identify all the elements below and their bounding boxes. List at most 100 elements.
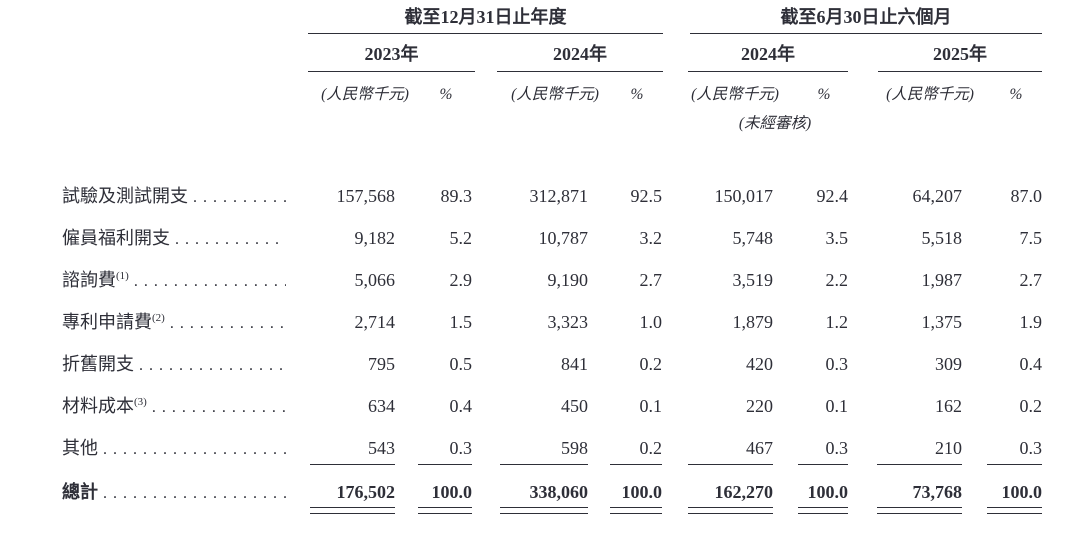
period-group-title-annual: 截至12月31日止年度 [404, 7, 567, 27]
subheader-currency: (人民幣千元) [886, 86, 974, 103]
total-pct-h1-2024: 100.0 [807, 482, 849, 502]
subheader-percent: % [817, 86, 831, 103]
total-double-rule [987, 507, 1042, 514]
row-label: 折舊開支....................................… [62, 344, 288, 385]
total-double-rule [877, 507, 962, 514]
cell-amount-h1-2024: 150,017 [714, 186, 774, 206]
row-label: 其他......................................… [62, 428, 288, 469]
cell-pct-h1-2025: 7.5 [1019, 228, 1043, 248]
subheader-currency: (人民幣千元) [691, 86, 779, 103]
subtotal-rule [987, 464, 1042, 465]
cell-amount-fy2024: 10,787 [538, 228, 589, 248]
cell-pct-fy2024: 3.2 [639, 228, 663, 248]
cell-pct-fy2024: 2.7 [639, 270, 663, 290]
dot-leader: ........................................… [133, 273, 286, 290]
year-rule-2023 [308, 71, 475, 72]
cell-amount-h1-2025: 1,987 [921, 270, 963, 290]
dot-leader: ........................................… [103, 485, 286, 502]
cell-pct-h1-2025: 0.4 [1019, 354, 1043, 374]
dot-leader: ........................................… [169, 315, 286, 332]
total-double-rule [688, 507, 773, 514]
table-row: 折舊開支....................................… [0, 344, 1080, 385]
table-row: 僱員福利開支..................................… [0, 218, 1080, 259]
total-amount-fy2024: 338,060 [529, 482, 589, 502]
cell-amount-fy2024: 598 [561, 438, 588, 458]
cell-pct-fy2023: 0.4 [449, 396, 473, 416]
subheader-percent: % [439, 86, 453, 103]
cell-amount-h1-2024: 220 [746, 396, 773, 416]
subtotal-rule [500, 464, 588, 465]
cell-amount-fy2023: 795 [368, 354, 395, 374]
dot-leader: ........................................… [151, 399, 286, 416]
cell-pct-h1-2024: 0.3 [825, 438, 849, 458]
cell-amount-h1-2025: 162 [935, 396, 962, 416]
total-amount-fy2023: 176,502 [336, 482, 396, 502]
cell-pct-h1-2024: 2.2 [825, 270, 849, 290]
subtotal-rule [310, 464, 395, 465]
dot-leader: ........................................… [193, 189, 286, 206]
total-label: 總計......................................… [62, 472, 288, 513]
cell-amount-fy2023: 2,714 [354, 312, 396, 332]
cell-amount-h1-2024: 5,748 [732, 228, 774, 248]
subtotal-rule [877, 464, 962, 465]
cell-pct-fy2024: 0.2 [639, 354, 663, 374]
cell-pct-h1-2025: 2.7 [1019, 270, 1043, 290]
cell-pct-h1-2025: 87.0 [1010, 186, 1043, 206]
total-pct-h1-2025: 100.0 [1001, 482, 1043, 502]
cell-amount-fy2024: 450 [561, 396, 588, 416]
year-rule-2025-interim [878, 71, 1042, 72]
total-double-rule [418, 507, 472, 514]
cell-pct-h1-2025: 1.9 [1019, 312, 1043, 332]
table-row: 其他......................................… [0, 428, 1080, 469]
year-column-2023: 2023年 [364, 44, 419, 64]
cell-pct-h1-2025: 0.3 [1019, 438, 1043, 458]
cell-amount-h1-2025: 309 [935, 354, 962, 374]
cell-pct-fy2023: 5.2 [449, 228, 473, 248]
cell-pct-fy2023: 1.5 [449, 312, 473, 332]
cell-amount-fy2024: 3,323 [547, 312, 589, 332]
cell-amount-h1-2025: 5,518 [921, 228, 963, 248]
subtotal-rule [610, 464, 662, 465]
subtotal-rule [688, 464, 773, 465]
subheader-currency: (人民幣千元) [511, 86, 599, 103]
total-amount-h1-2024: 162,270 [714, 482, 774, 502]
dot-leader: ........................................… [139, 357, 286, 374]
cell-pct-fy2023: 2.9 [449, 270, 473, 290]
total-pct-fy2023: 100.0 [431, 482, 473, 502]
year-column-2024-interim: 2024年 [741, 44, 795, 64]
total-double-rule [500, 507, 588, 514]
cell-pct-h1-2024: 3.5 [825, 228, 849, 248]
cell-pct-fy2024: 1.0 [639, 312, 663, 332]
total-row: 總計......................................… [0, 472, 1080, 513]
row-label: 試驗及測試開支.................................… [62, 176, 288, 217]
unaudited-note: (未經審核) [738, 115, 812, 132]
cell-pct-fy2024: 0.2 [639, 438, 663, 458]
cell-pct-h1-2025: 0.2 [1019, 396, 1043, 416]
year-rule-2024 [497, 71, 663, 72]
year-rule-2024-interim [688, 71, 848, 72]
year-column-2025-interim: 2025年 [933, 44, 987, 64]
cell-amount-h1-2024: 420 [746, 354, 773, 374]
cell-amount-h1-2025: 64,207 [912, 186, 963, 206]
total-double-rule [798, 507, 848, 514]
cell-pct-h1-2024: 0.3 [825, 354, 849, 374]
dot-leader: ........................................… [103, 441, 286, 458]
cell-pct-h1-2024: 1.2 [825, 312, 849, 332]
total-double-rule [310, 507, 395, 514]
cell-amount-fy2023: 5,066 [354, 270, 396, 290]
row-label: 材料成本(3).................................… [62, 386, 288, 427]
subheader-percent: % [1009, 86, 1023, 103]
cell-amount-h1-2025: 1,375 [921, 312, 963, 332]
cell-amount-fy2024: 9,190 [547, 270, 589, 290]
cell-pct-h1-2024: 0.1 [825, 396, 849, 416]
subheader-percent: % [630, 86, 644, 103]
cell-amount-fy2024: 312,871 [529, 186, 589, 206]
dot-leader: ........................................… [175, 231, 286, 248]
cell-amount-h1-2024: 3,519 [732, 270, 774, 290]
subtotal-rule [798, 464, 848, 465]
cell-amount-fy2024: 841 [561, 354, 588, 374]
cell-pct-fy2024: 0.1 [639, 396, 663, 416]
cell-amount-fy2023: 634 [368, 396, 395, 416]
table-row: 試驗及測試開支.................................… [0, 176, 1080, 217]
